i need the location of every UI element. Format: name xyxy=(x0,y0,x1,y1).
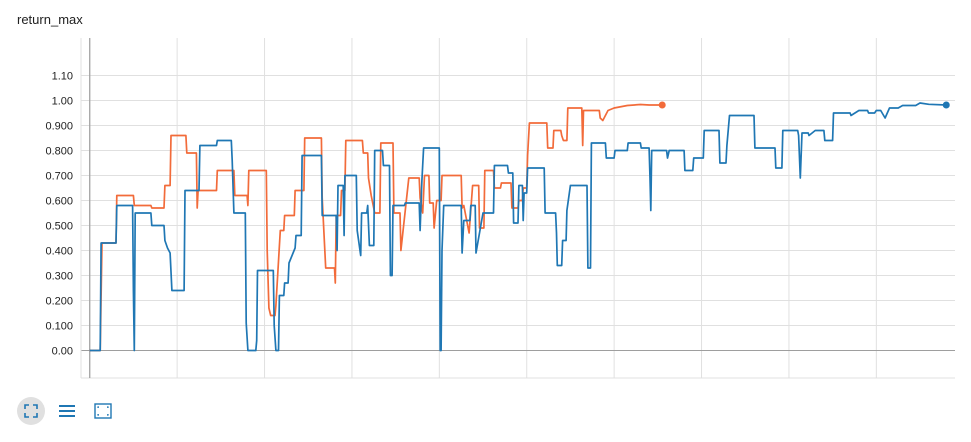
y-tick-label: 0.00 xyxy=(52,346,73,358)
series-endpoint-orange[interactable] xyxy=(658,101,666,109)
y-tick-label: 0.400 xyxy=(45,246,73,258)
y-tick-label: 0.300 xyxy=(45,271,73,283)
y-axis-tick-labels: 0.00 0.100 0.200 0.300 0.400 0.500 0.600 0.700 0… xyxy=(45,71,73,358)
line-chart[interactable]: 0.00 0.100 0.200 0.300 0.400 0.500 0.600 0.700 0… xyxy=(0,0,971,392)
y-tick-label: 0.200 xyxy=(45,296,73,308)
toggle-log-scale-icon xyxy=(59,405,75,417)
chart-toolbar xyxy=(17,397,117,425)
y-tick-label: 0.800 xyxy=(45,146,73,158)
series-line-blue[interactable] xyxy=(89,102,947,352)
toggle-log-scale-button[interactable] xyxy=(53,397,81,425)
fit-domain-button[interactable] xyxy=(17,397,45,425)
chart-grid xyxy=(80,38,955,379)
chart-title: return_max xyxy=(17,12,83,27)
y-tick-label: 0.500 xyxy=(45,221,73,233)
series-line-orange[interactable] xyxy=(89,103,663,352)
zoom-selection-button[interactable] xyxy=(89,397,117,425)
y-tick-label: 1.00 xyxy=(52,96,73,108)
y-tick-label: 0.900 xyxy=(45,121,73,133)
y-tick-label: 0.600 xyxy=(45,196,73,208)
chart-series xyxy=(89,101,950,352)
series-endpoint-blue[interactable] xyxy=(942,101,950,109)
fit-domain-icon xyxy=(24,404,38,418)
zoom-selection-icon xyxy=(94,403,112,419)
y-tick-label: 0.700 xyxy=(45,171,73,183)
y-tick-label: 1.10 xyxy=(52,71,73,83)
y-tick-label: 0.100 xyxy=(45,321,73,333)
